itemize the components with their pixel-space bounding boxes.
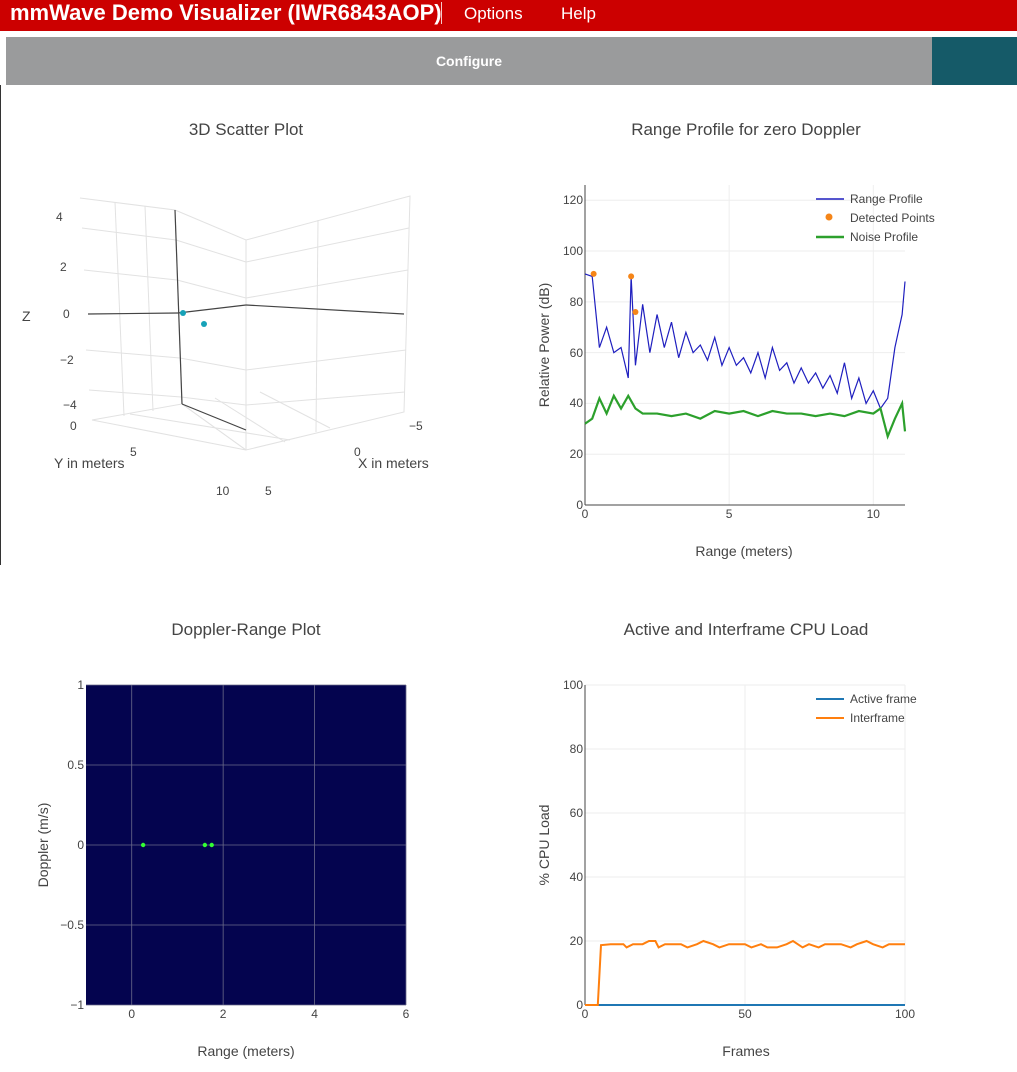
range-y-tick: 80 bbox=[569, 294, 583, 309]
doppler-x-tick: 0 bbox=[128, 1007, 136, 1021]
range-y-tick: 120 bbox=[562, 193, 583, 208]
doppler-x-axis-label: Range (meters) bbox=[197, 1043, 295, 1059]
app-header: mmWave Demo Visualizer (IWR6843AOP) Opti… bbox=[0, 0, 1017, 31]
doppler-y-tick: −1 bbox=[70, 998, 84, 1012]
y-tick: 10 bbox=[216, 484, 230, 498]
configure-button[interactable]: Configure bbox=[435, 53, 503, 69]
cpu-x-tick: 100 bbox=[894, 1007, 916, 1021]
menu-options[interactable]: Options bbox=[464, 4, 523, 23]
doppler-y-tick: −0.5 bbox=[60, 918, 84, 932]
range-profile-title: Range Profile for zero Doppler bbox=[631, 120, 861, 139]
scatter3d-point bbox=[201, 321, 207, 327]
range-x-tick: 5 bbox=[725, 507, 733, 521]
cpu-y-tick: 60 bbox=[569, 806, 583, 820]
legend-interframe[interactable]: Interframe bbox=[850, 711, 905, 725]
range-y-tick: 40 bbox=[569, 396, 583, 411]
range-y-tick: 20 bbox=[569, 447, 583, 462]
x-tick: −5 bbox=[409, 419, 423, 433]
legend-detected-points[interactable]: Detected Points bbox=[850, 211, 935, 225]
range-y-tick: 60 bbox=[569, 345, 583, 360]
doppler-x-tick: 4 bbox=[311, 1007, 318, 1021]
doppler-y-tick: 1 bbox=[77, 678, 84, 692]
detected-point bbox=[590, 270, 597, 277]
noise-profile-line bbox=[584, 393, 907, 440]
scatter3d-title: 3D Scatter Plot bbox=[188, 120, 304, 139]
side-panel-tab[interactable] bbox=[932, 37, 1017, 85]
doppler-y-tick: 0 bbox=[77, 838, 84, 852]
cpu-x-axis-label: Frames bbox=[722, 1043, 770, 1059]
cpu-y-tick: 100 bbox=[562, 678, 583, 692]
scatter3d-point bbox=[180, 310, 186, 316]
legend-active-frame[interactable]: Active frame bbox=[850, 692, 917, 706]
menu-help[interactable]: Help bbox=[561, 4, 596, 23]
y-axis-label: Y in meters bbox=[54, 455, 125, 471]
doppler-x-tick: 2 bbox=[219, 1007, 227, 1021]
range-x-axis-label: Range (meters) bbox=[695, 543, 793, 559]
cpu-y-tick: 80 bbox=[569, 742, 583, 756]
legend-range-profile[interactable]: Range Profile bbox=[850, 192, 923, 206]
cpu-y-tick: 40 bbox=[569, 870, 583, 884]
z-tick: −2 bbox=[60, 353, 74, 367]
z-tick: 0 bbox=[63, 307, 70, 321]
cpu-x-tick: 50 bbox=[738, 1007, 752, 1021]
cpu-y-tick: 0 bbox=[576, 998, 583, 1012]
cpu-y-tick: 20 bbox=[569, 934, 583, 948]
range-x-tick: 0 bbox=[581, 507, 589, 521]
z-axis-label: Z bbox=[22, 308, 31, 324]
x-tick: 5 bbox=[265, 484, 272, 498]
x-axis-label: X in meters bbox=[358, 455, 429, 471]
scatter3d-grid bbox=[79, 195, 411, 451]
doppler-x-tick: 6 bbox=[402, 1007, 410, 1021]
z-tick: 4 bbox=[56, 210, 63, 224]
detected-point bbox=[632, 308, 639, 315]
cpu-x-tick: 0 bbox=[581, 1007, 589, 1021]
doppler-point bbox=[209, 842, 214, 848]
z-tick: −4 bbox=[63, 398, 77, 412]
interframe-line bbox=[585, 939, 905, 1006]
y-tick: 0 bbox=[70, 419, 77, 433]
doppler-y-tick: 0.5 bbox=[67, 758, 84, 772]
range-y-tick: 0 bbox=[576, 498, 583, 512]
range-y-tick: 100 bbox=[562, 244, 583, 259]
title-divider bbox=[441, 2, 442, 24]
x-tick: 0 bbox=[354, 445, 361, 459]
scatter3d-zero-lines bbox=[87, 209, 405, 431]
detected-point bbox=[628, 273, 635, 280]
z-tick: 2 bbox=[60, 260, 67, 274]
range-x-tick: 10 bbox=[866, 507, 880, 521]
configure-bar: Configure bbox=[6, 37, 932, 85]
doppler-title: Doppler-Range Plot bbox=[171, 620, 321, 639]
range-profile-line bbox=[584, 273, 906, 410]
y-tick: 5 bbox=[130, 445, 137, 459]
cpu-load-title: Active and Interframe CPU Load bbox=[623, 620, 869, 639]
legend-noise-profile[interactable]: Noise Profile bbox=[850, 230, 919, 244]
doppler-point bbox=[140, 842, 146, 848]
app-title: mmWave Demo Visualizer (IWR6843AOP) bbox=[10, 0, 442, 25]
left-edge-line bbox=[0, 85, 1, 565]
doppler-point bbox=[202, 842, 208, 848]
